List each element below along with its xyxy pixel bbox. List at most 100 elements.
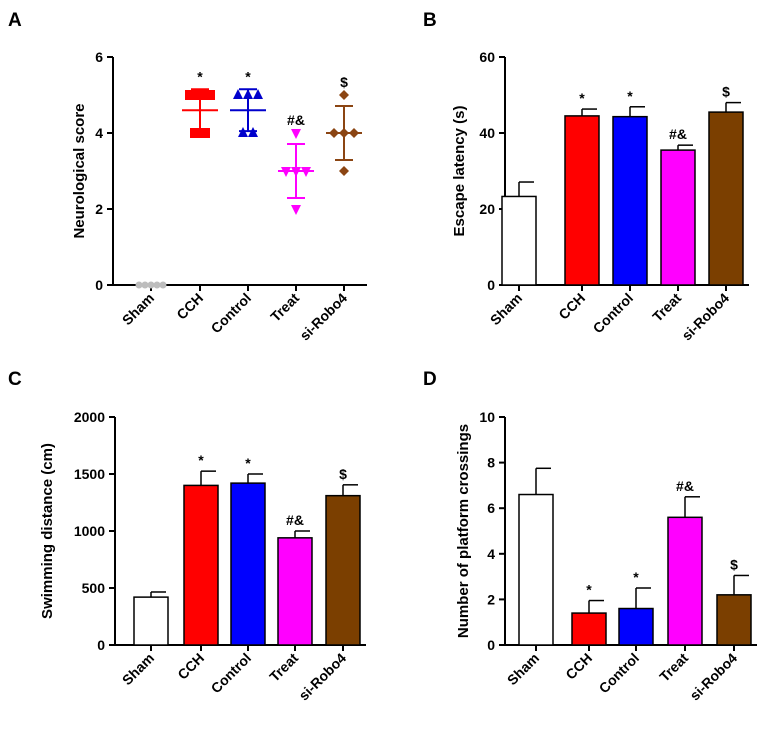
bar [230, 482, 266, 646]
data-point [301, 167, 311, 177]
x-tick-label: si-Robo4 [295, 650, 349, 704]
y-tick-label: 6 [95, 49, 103, 65]
data-point [291, 205, 301, 215]
x-tick-label: Sham [487, 290, 525, 328]
data-point [233, 89, 243, 99]
significance-label: #& [286, 512, 304, 528]
data-point [135, 281, 143, 289]
bar [501, 195, 537, 286]
data-point [339, 128, 349, 138]
significance-label: #& [287, 112, 305, 128]
bar [618, 607, 654, 646]
data-point [281, 167, 291, 177]
x-tick-label: CCH [562, 650, 595, 683]
bar [133, 596, 169, 646]
x-tick-label: Control [590, 290, 637, 337]
bar [571, 612, 607, 646]
significance-label: #& [669, 126, 687, 142]
y-tick-label: 0 [97, 637, 105, 653]
data-point [291, 167, 301, 177]
x-tick-label: Treat [266, 650, 301, 685]
y-tick-label: 8 [487, 455, 495, 471]
y-tick-label: 60 [479, 49, 495, 65]
panel-b: B 0 20 40 60 Escape latency (s) Sham CCH Control… [423, 10, 749, 343]
significance-label: * [198, 452, 204, 468]
data-point [185, 90, 195, 100]
panel-a: A 0 2 4 6 Neurological score Sham CCH Control Tre… [8, 10, 367, 343]
data-point [153, 281, 161, 289]
significance-label: $ [730, 556, 738, 572]
y-tick-label: 0 [487, 637, 495, 653]
x-tick-label: Sham [504, 650, 542, 688]
x-tick-label: si-Robo4 [686, 650, 740, 704]
data-point [339, 166, 349, 176]
y-tick-label: 20 [479, 201, 495, 217]
x-tick-label: Control [208, 290, 255, 337]
data-point [339, 90, 349, 100]
y-tick-label: 500 [82, 580, 106, 596]
panel-letter: D [423, 369, 437, 390]
x-tick-label: Control [596, 650, 643, 697]
y-tick-label: 6 [487, 500, 495, 516]
bar [518, 493, 554, 646]
significance-label: * [633, 569, 639, 585]
y-tick-label: 1500 [74, 466, 105, 482]
x-tick-label: CCH [174, 650, 207, 683]
y-tick-label: 0 [487, 277, 495, 293]
significance-label: * [627, 88, 633, 104]
panel-letter: C [8, 369, 22, 390]
x-tick-label: CCH [173, 290, 206, 323]
y-tick-label: 4 [487, 546, 495, 562]
significance-label: * [586, 582, 592, 598]
data-point [159, 281, 167, 289]
data-point [205, 90, 215, 100]
data-point [329, 128, 339, 138]
x-tick-label: si-Robo4 [678, 290, 732, 344]
significance-label: * [245, 455, 251, 471]
x-tick-label: Sham [119, 290, 157, 328]
bar [708, 111, 744, 286]
x-tick-label: Sham [119, 650, 157, 688]
y-tick-label: 40 [479, 125, 495, 141]
significance-label: #& [676, 478, 694, 494]
x-tick-label: CCH [555, 290, 588, 323]
x-tick-label: Treat [656, 650, 691, 685]
data-point [253, 89, 263, 99]
data-point [238, 127, 248, 137]
data-point [248, 127, 258, 137]
bar [325, 494, 361, 646]
x-tick-label: Treat [267, 290, 302, 325]
panel-d: D 0 2 4 6 8 10 Number of platform crossings Sham… [423, 369, 757, 703]
significance-label: * [579, 90, 585, 106]
panel-c: C 0 500 1000 1500 2000 Swimming distance (cm) S… [8, 369, 366, 703]
significance-label: * [197, 68, 203, 84]
data-point [147, 281, 155, 289]
significance-label: $ [722, 84, 730, 100]
significance-label: * [245, 68, 251, 84]
data-point [243, 89, 253, 99]
x-tick-label: Control [208, 650, 255, 697]
bar [612, 115, 648, 286]
data-point [291, 129, 301, 139]
data-point [141, 281, 149, 289]
y-axis-label: Neurological score [71, 103, 88, 238]
data-point [349, 128, 359, 138]
y-tick-label: 10 [479, 409, 495, 425]
bar [183, 484, 219, 646]
data-point [195, 90, 205, 100]
panel-letter: B [423, 10, 437, 31]
y-axis-label: Escape latency (s) [451, 106, 468, 237]
bar [277, 537, 313, 646]
y-tick-label: 2000 [74, 409, 105, 425]
y-tick-label: 4 [95, 125, 103, 141]
data-point [190, 128, 200, 138]
panel-letter: A [8, 10, 22, 31]
bar [716, 594, 752, 646]
bar [564, 115, 600, 286]
y-tick-label: 0 [95, 277, 103, 293]
bar [660, 149, 696, 286]
significance-label: $ [340, 74, 348, 90]
y-tick-label: 1000 [74, 523, 105, 539]
y-tick-label: 2 [95, 201, 103, 217]
